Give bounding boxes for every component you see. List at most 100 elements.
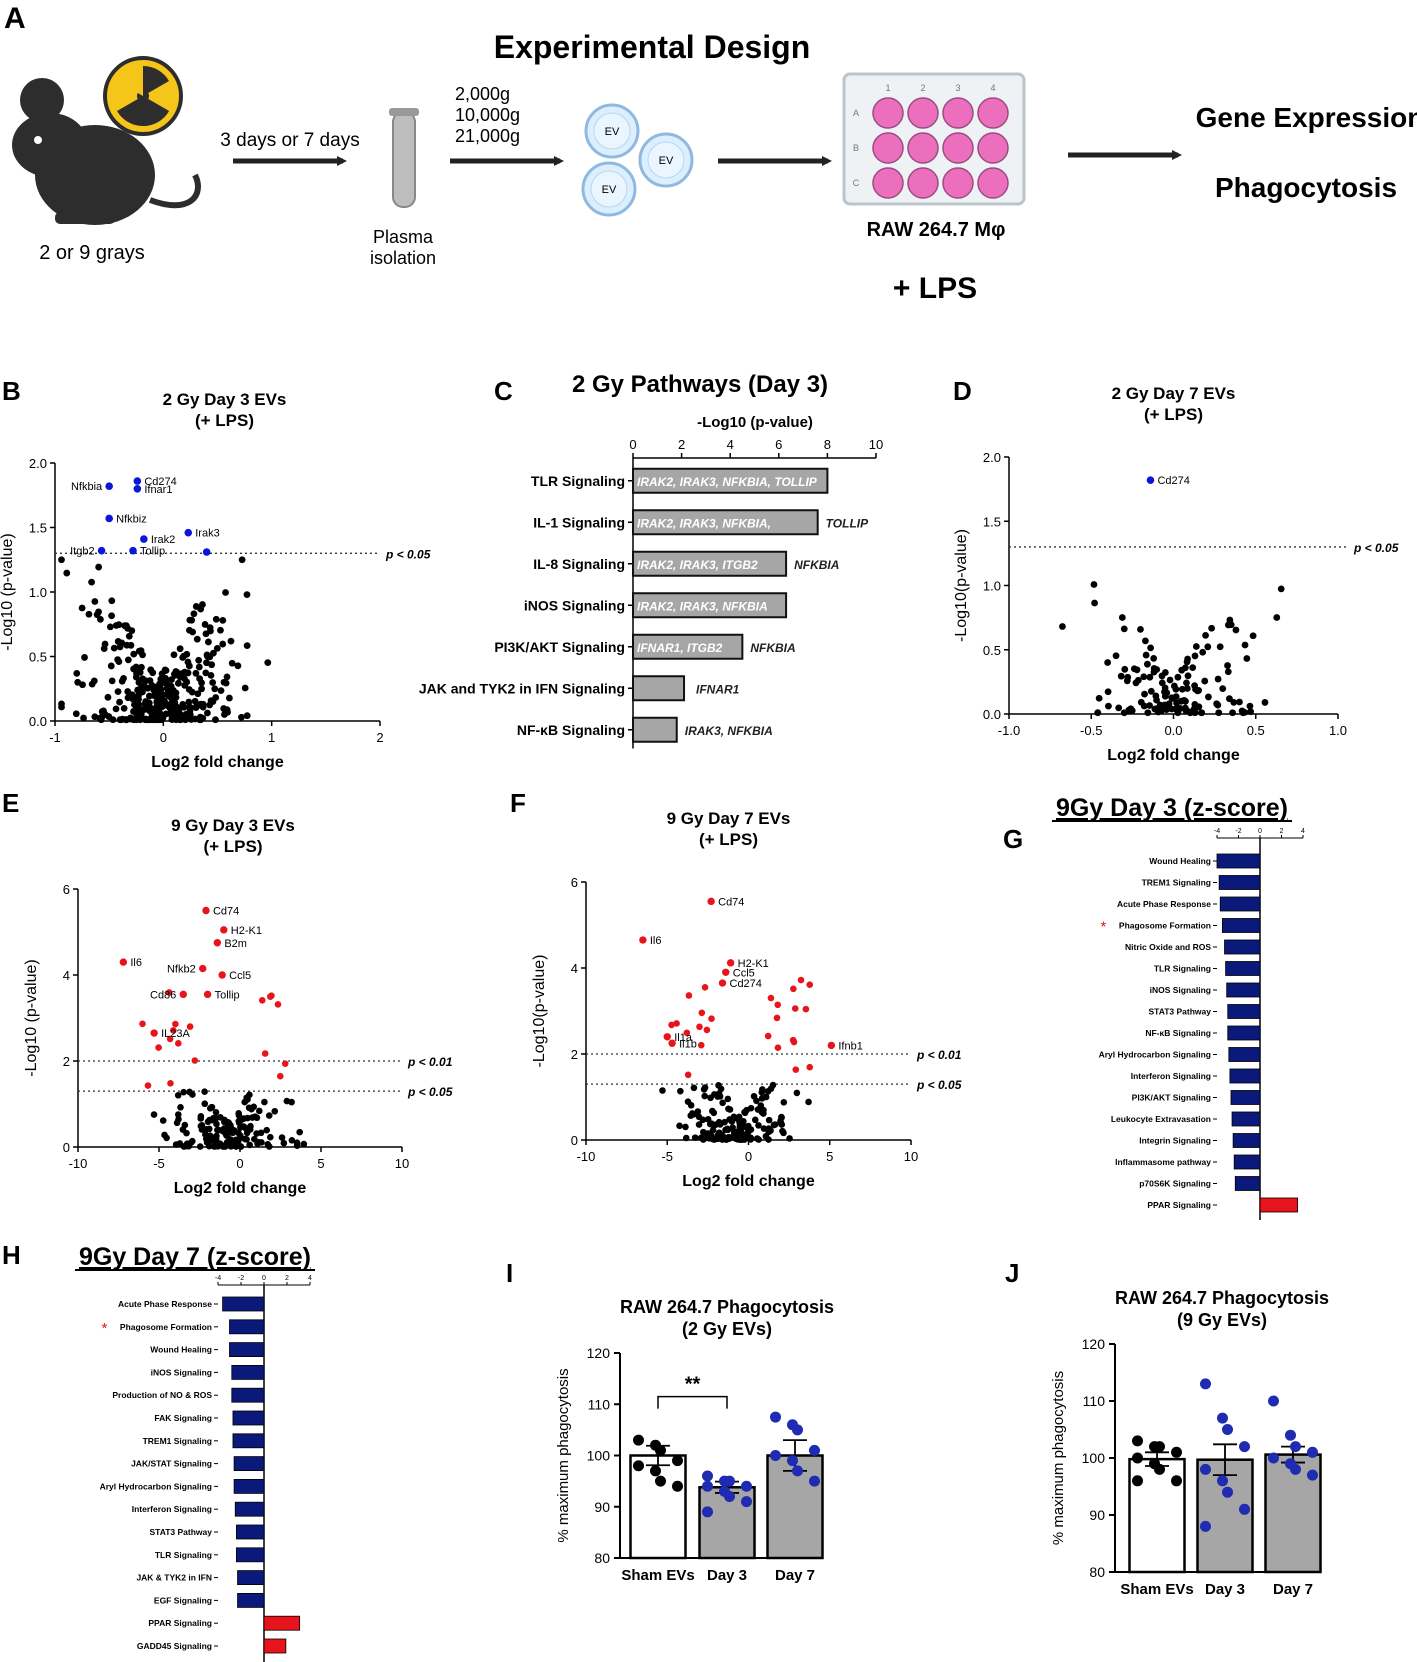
- chart-title: 9 Gy Day 7 EVs: [667, 809, 791, 828]
- panel-letter-f: F: [510, 788, 526, 818]
- gene-point: [1182, 697, 1189, 705]
- replicate-point: [1222, 1486, 1233, 1498]
- y-tick-label: 0.5: [983, 643, 1001, 658]
- genes-outside-label: NFKBIA: [794, 558, 839, 572]
- threshold-label: p < 0.05: [1353, 541, 1399, 555]
- gene-point: [721, 1118, 728, 1126]
- gene-point: [223, 706, 231, 714]
- replicate-point: [724, 1475, 735, 1487]
- gene-point: [753, 1097, 760, 1105]
- y-axis-label: % maximum phagocytosis: [1050, 1371, 1067, 1545]
- gene-point: [1208, 624, 1216, 632]
- zscore-bar: [235, 1547, 265, 1563]
- gene-point: [207, 671, 215, 679]
- gene-point: [717, 1085, 725, 1093]
- gene-point: [134, 686, 142, 694]
- gene-point: [88, 578, 96, 586]
- gene-point: [161, 1131, 168, 1139]
- gene-point: [1249, 632, 1257, 640]
- gene-point: [1192, 643, 1200, 650]
- gene-point: [1184, 655, 1191, 663]
- highlighted-gene-point: [668, 1039, 676, 1047]
- gene-point: [162, 710, 170, 718]
- replicate-point: [1268, 1452, 1279, 1464]
- threshold-label: p < 0.05: [916, 1078, 962, 1092]
- gene-point: [199, 601, 206, 608]
- replicate-point: [770, 1411, 781, 1423]
- gene-label: Cd86: [150, 989, 176, 1001]
- x-tick-label: 10: [904, 1149, 918, 1164]
- gene-point: [1178, 666, 1186, 674]
- chart-title: 9Gy Day 7 (z-score): [79, 1243, 311, 1271]
- star-marker: *: [1100, 919, 1106, 936]
- gene-point: [168, 716, 176, 723]
- gene-point: [802, 1005, 810, 1013]
- pathway-label: Interferon Signaling: [1131, 1071, 1211, 1081]
- group-label: Day 7: [1273, 1581, 1313, 1598]
- gene-point: [1147, 687, 1155, 695]
- y-axis-label: -Log10 (p-value): [23, 959, 40, 1076]
- ev-label-2: EV: [659, 155, 674, 167]
- gene-label: Nfkbiz: [116, 513, 147, 525]
- pathway-label: Acute Phase Response: [1117, 899, 1211, 909]
- gene-point: [1137, 625, 1144, 633]
- pathway-label: Leukocyte Extravasation: [1111, 1114, 1211, 1124]
- gene-point: [245, 1104, 253, 1112]
- x-tick-label: 0: [262, 1275, 266, 1282]
- plate-well: [977, 167, 1009, 199]
- x-tick-label: 0.5: [1247, 723, 1265, 738]
- y-tick-label: 1.5: [983, 514, 1001, 529]
- highlighted-gene-point: [707, 897, 715, 906]
- gene-point: [1158, 679, 1166, 687]
- pathway-label: TLR Signaling: [531, 473, 625, 489]
- gene-point: [1172, 705, 1180, 713]
- gene-point: [676, 1122, 683, 1130]
- x-tick-label: 4: [1301, 828, 1305, 835]
- gene-point: [195, 656, 203, 664]
- zscore-bar: [1224, 939, 1261, 955]
- pathway-label: FAK Signaling: [154, 1413, 212, 1423]
- gene-point: [1154, 708, 1162, 716]
- zscore-bar: [1227, 1004, 1261, 1019]
- gene-point: [243, 712, 251, 720]
- highlighted-gene-point: [213, 939, 222, 947]
- pathway-label: iNOS Signaling: [524, 597, 625, 613]
- zscore-bar: [231, 1387, 265, 1403]
- y-tick-label: 4: [63, 968, 70, 983]
- panel-letter-g: G: [1003, 824, 1023, 854]
- plate-row-label: B: [853, 143, 859, 153]
- gene-point: [90, 677, 98, 685]
- gene-point: [130, 650, 138, 658]
- gene-point: [1246, 702, 1254, 710]
- x-tick-label: 10: [395, 1156, 409, 1171]
- gene-point: [251, 1135, 258, 1143]
- plate-well: [907, 132, 939, 164]
- y-axis-label: % maximum phagocytosis: [555, 1368, 572, 1542]
- gene-point: [204, 1118, 212, 1126]
- threshold-label: p < 0.01: [407, 1055, 453, 1069]
- gene-point: [1195, 687, 1203, 694]
- gene-point: [177, 715, 184, 723]
- gene-point: [1214, 701, 1222, 709]
- gene-point: [762, 1093, 770, 1101]
- gene-label: Cd74: [718, 896, 744, 908]
- pathway-label: STAT3 Pathway: [149, 1527, 212, 1537]
- x-tick-label: 10: [869, 437, 883, 452]
- gene-point: [707, 1131, 715, 1139]
- significance-label: **: [685, 1374, 701, 1396]
- replicate-point: [741, 1496, 752, 1508]
- gene-point: [217, 1113, 224, 1121]
- replicate-point: [1154, 1441, 1165, 1453]
- pathway-bar: [632, 509, 819, 536]
- gene-point: [195, 663, 203, 671]
- y-axis-label: -Log10(p-value): [531, 955, 548, 1068]
- gene-point: [740, 1117, 747, 1125]
- gene-point: [114, 688, 122, 695]
- pathway-bar: [632, 675, 686, 702]
- highlighted-gene-point: [119, 958, 128, 966]
- chart-subtitle: (+ LPS): [699, 830, 758, 849]
- gene-point: [241, 684, 249, 692]
- gene-point: [132, 663, 140, 671]
- gene-label: Cd274: [1157, 475, 1189, 487]
- gene-point: [167, 1079, 174, 1087]
